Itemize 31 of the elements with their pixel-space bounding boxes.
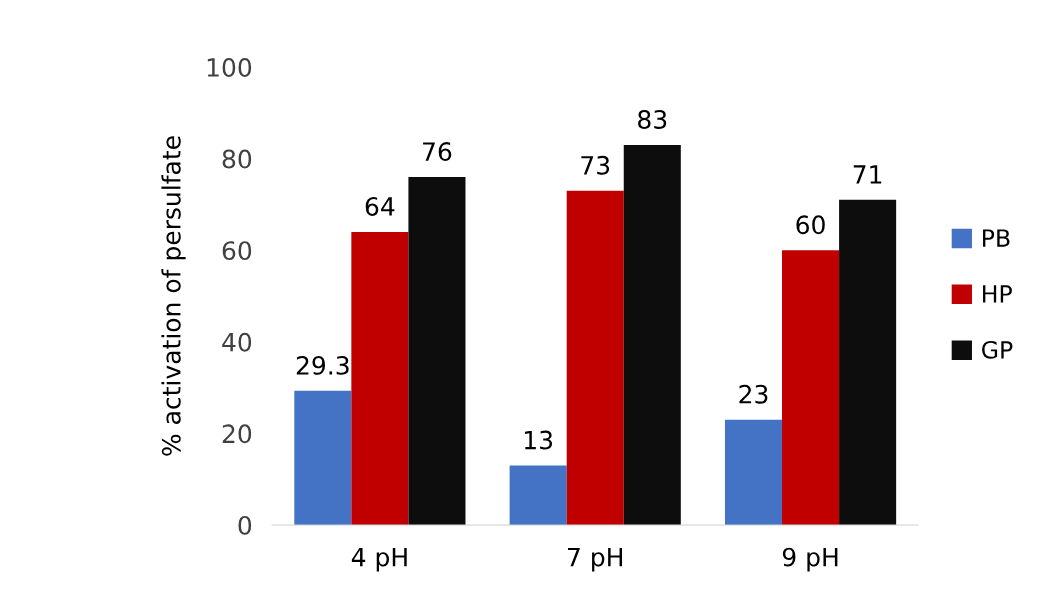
y-tick-label: 60 — [222, 241, 252, 261]
legend-label: GP — [982, 340, 1013, 359]
legend-label: PB — [983, 229, 1010, 247]
x-tick-label: 4 pH — [351, 547, 407, 572]
y-tick-label: 40 — [222, 332, 252, 352]
data-label: 64 — [365, 197, 395, 216]
data-label: 60 — [796, 215, 825, 235]
data-label: 73 — [581, 155, 610, 175]
data-label: 83 — [638, 110, 667, 129]
y-tick-label: 80 — [222, 149, 252, 169]
y-axis-title: % activation of persulfate — [161, 136, 186, 456]
bar — [623, 144, 681, 525]
bar — [724, 419, 783, 525]
x-tick-label: 7 pH — [568, 547, 623, 572]
data-label: 29.3 — [296, 355, 349, 375]
data-label: 13 — [525, 430, 553, 450]
x-tick-label: 9 pH — [782, 547, 838, 572]
legend-label: HP — [983, 285, 1012, 303]
bar — [351, 231, 409, 525]
bar — [566, 190, 624, 525]
y-tick-label: 20 — [222, 424, 252, 444]
data-label: 71 — [853, 165, 882, 184]
bar — [509, 465, 567, 525]
y-tick-label: 100 — [207, 58, 252, 77]
data-label: 23 — [739, 384, 768, 404]
bar — [408, 176, 466, 525]
bar — [294, 390, 352, 525]
bar — [839, 199, 897, 525]
bar — [782, 250, 840, 525]
y-tick-label: 0 — [238, 515, 252, 535]
data-label: 76 — [423, 142, 452, 162]
